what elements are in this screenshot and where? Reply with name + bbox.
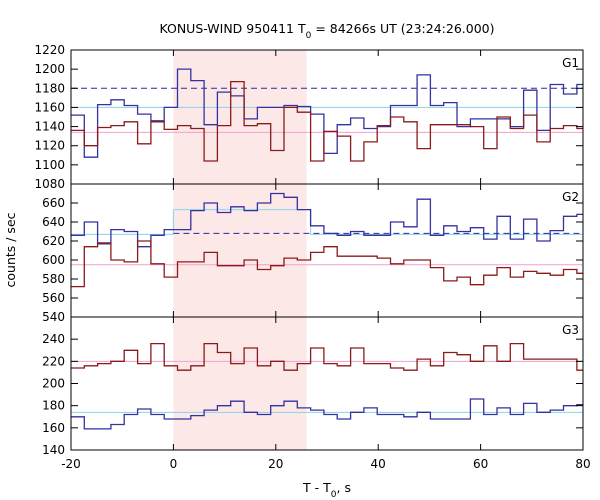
panel-g3-ytick-label-1: 160 <box>42 421 65 435</box>
panel-g2-ytick-label-1: 560 <box>42 291 65 305</box>
panel-g3-ytick-label-0: 140 <box>42 443 65 457</box>
panel-g2-blue-series <box>71 192 583 248</box>
xlabel-main: T - T <box>302 480 331 495</box>
x-tick-label-1: 0 <box>170 457 178 471</box>
panel-g2-ytick-label-5: 640 <box>42 215 65 229</box>
panel-g1-ytick-label-5: 1180 <box>34 81 65 95</box>
panel-g1-ytick-label-4: 1160 <box>34 100 65 114</box>
panel-g3-label: G3 <box>562 323 579 337</box>
x-tick-label-2: 20 <box>268 457 283 471</box>
title-rest: = 84266s UT (23:24:26.000) <box>311 21 494 36</box>
panel-g1-ytick-label-6: 1200 <box>34 62 65 76</box>
panel-g3-ytick-label-5: 240 <box>42 332 65 346</box>
xlabel-subscript: 0 <box>331 490 337 500</box>
panel-g1-red-series <box>71 80 583 162</box>
panel-g2-ytick-label-2: 580 <box>42 272 65 286</box>
panel-g3-ytick-label-3: 200 <box>42 377 65 391</box>
panel-g1-ytick-label-3: 1140 <box>34 120 65 134</box>
panel-g3-highlight-region <box>173 317 307 450</box>
panel-g3-ytick-label-4: 220 <box>42 354 65 368</box>
panel-g1-ytick-label-2: 1120 <box>34 139 65 153</box>
panel-g2-ytick-label-4: 620 <box>42 234 65 248</box>
panel-g3-frame <box>70 316 584 451</box>
panel-g1-label: G1 <box>562 56 579 70</box>
panel-g1-highlight-region <box>173 50 307 184</box>
title-main: KONUS-WIND 950411 T <box>159 21 305 36</box>
x-tick-label-5: 80 <box>575 457 590 471</box>
plot-area: 1080 1100 1120 1140 1160 1180 1200 1220 G1 540 560… <box>34 43 590 471</box>
x-tick-label-4: 60 <box>473 457 488 471</box>
panel-g2-label: G2 <box>562 190 579 204</box>
panel-g3-red-series <box>71 342 583 371</box>
panel-g3-ytick-label-2: 180 <box>42 399 65 413</box>
y-axis-label: counts / sec <box>3 212 18 287</box>
x-axis-label: T - T0, s <box>302 480 351 500</box>
panel-g2-red-series <box>71 240 583 288</box>
panel-g1-ytick-label-7: 1220 <box>34 43 65 57</box>
x-tick-label-3: 40 <box>371 457 386 471</box>
panel-g2-highlight-region <box>173 184 307 317</box>
chart-title: KONUS-WIND 950411 T0 = 84266s UT (23:24:… <box>159 21 494 41</box>
title-subscript: 0 <box>306 31 312 41</box>
xlabel-rest: , s <box>337 480 351 495</box>
panel-g2-frame <box>70 183 584 318</box>
panel-g2-ytick-label-0: 540 <box>42 310 65 324</box>
panel-g2-ytick-label-3: 600 <box>42 253 65 267</box>
panel-g2-ytick-label-6: 660 <box>42 196 65 210</box>
panel-g3-blue-series <box>71 398 583 430</box>
x-tick-label-0: -20 <box>61 457 81 471</box>
panel-g1-ytick-label-0: 1080 <box>34 177 65 191</box>
panel-g1-ytick-label-1: 1100 <box>34 158 65 172</box>
